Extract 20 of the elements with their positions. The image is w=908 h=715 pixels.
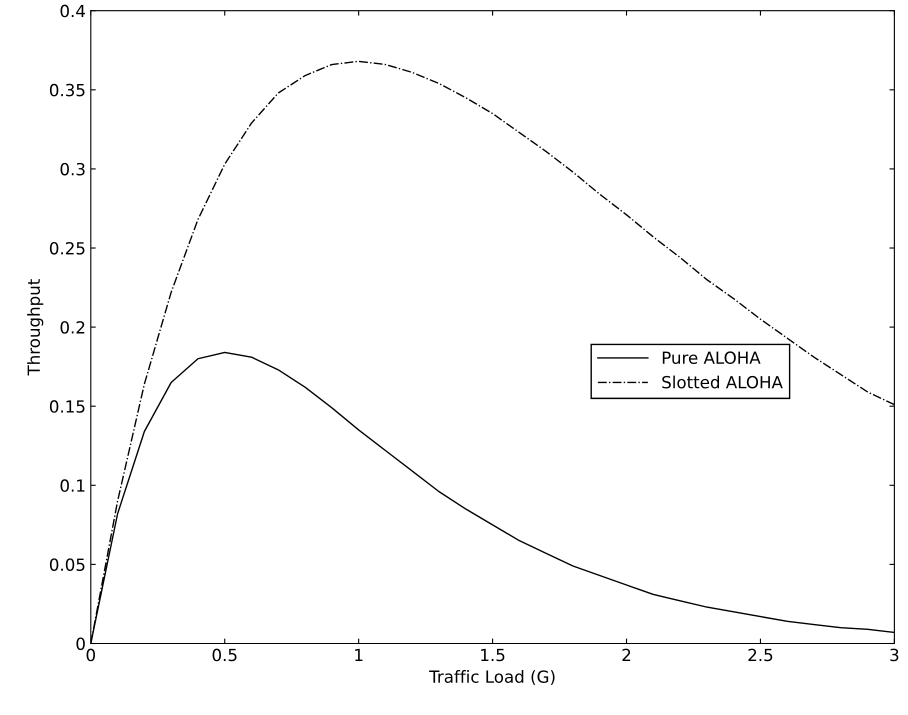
y-tick-label: 0.25 xyxy=(50,242,84,255)
x-tick-label: 3 xyxy=(890,648,898,662)
x-tick-label: 2 xyxy=(622,648,630,662)
x-tick-label: 1.5 xyxy=(481,648,504,662)
y-tick-label: 0.2 xyxy=(60,321,84,334)
x-tick-label: 1 xyxy=(355,648,362,662)
y-tick-label: 0.15 xyxy=(50,400,84,413)
y-tick-label: 0.1 xyxy=(60,479,84,492)
x-tick-label: 2.5 xyxy=(748,648,772,662)
y-axis-title: Throughput xyxy=(27,279,44,376)
x-tick-label: 0 xyxy=(86,648,95,662)
y-tick-label: 0.35 xyxy=(50,84,84,96)
x-tick-label: 0.5 xyxy=(212,648,237,662)
y-tick-label: 0 xyxy=(76,637,85,650)
y-tick-label: 0.4 xyxy=(60,4,86,18)
x-axis-title: Traffic Load (G) xyxy=(429,670,555,685)
y-tick-label: 0.3 xyxy=(60,162,85,176)
y-tick-label: 0.05 xyxy=(50,558,84,571)
legend-label: Pure ALOHA xyxy=(662,351,761,364)
legend-label: Slotted ALOHA xyxy=(662,376,783,388)
